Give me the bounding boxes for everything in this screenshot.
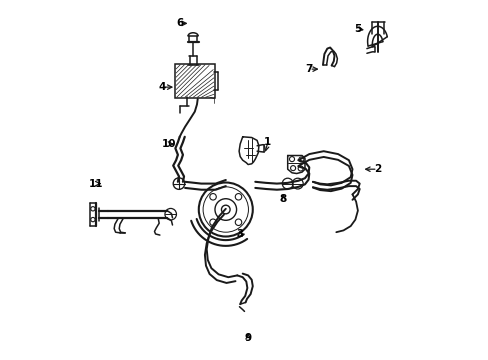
FancyBboxPatch shape bbox=[175, 64, 214, 98]
Text: 9: 9 bbox=[244, 333, 251, 343]
Text: 7: 7 bbox=[305, 64, 312, 74]
Text: 3: 3 bbox=[236, 229, 244, 239]
Text: 5: 5 bbox=[353, 24, 361, 34]
Text: 11: 11 bbox=[89, 179, 103, 189]
Text: 8: 8 bbox=[279, 194, 286, 204]
Text: 2: 2 bbox=[373, 164, 381, 174]
Text: 6: 6 bbox=[176, 18, 183, 28]
Text: 4: 4 bbox=[158, 82, 165, 92]
Text: 1: 1 bbox=[264, 137, 271, 147]
Text: 10: 10 bbox=[162, 139, 176, 149]
